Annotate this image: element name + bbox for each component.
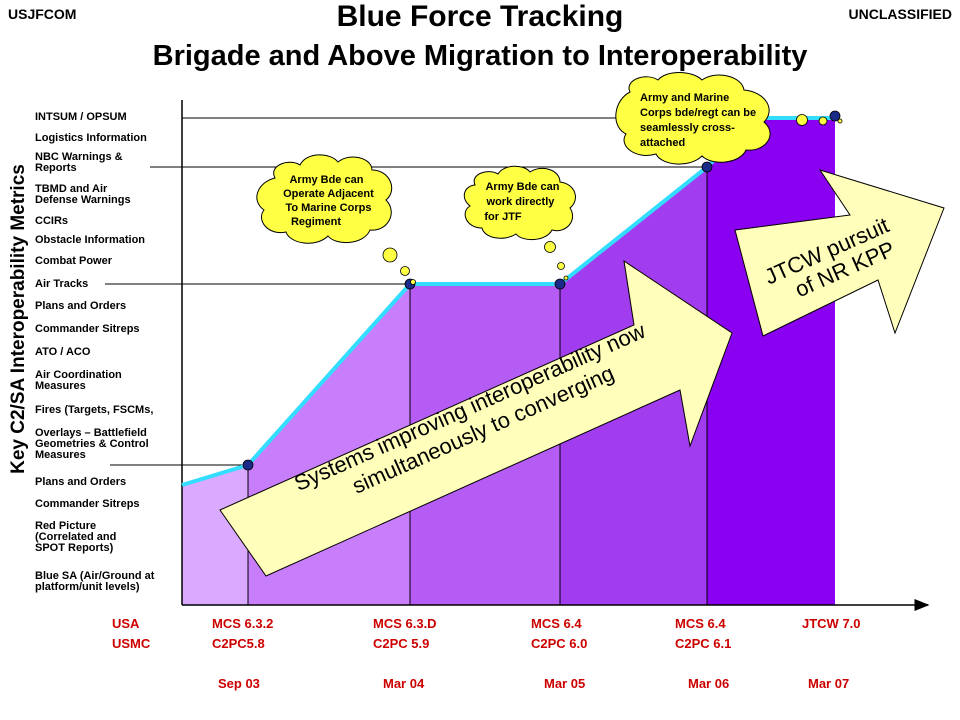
cloud3-line: Corps bde/regt can be [640, 107, 756, 119]
cloud1-line: Regiment [291, 216, 341, 228]
milestone-marker [829, 110, 841, 122]
metric-item: Combat Power [35, 255, 113, 267]
date-label: Mar 04 [383, 676, 425, 691]
cloud3-line: seamlessly cross- [640, 122, 735, 134]
metric-item: Plans and Orders [35, 476, 127, 488]
metric-item: INTSUM / OPSUM [35, 111, 127, 123]
metric-item: Commander Sitreps [35, 498, 140, 510]
cloud1-line: To Marine Corps [285, 202, 371, 214]
metric-item: Blue SA (Air/Ground at platform/unit lev… [35, 570, 155, 593]
system-label: C2PC 5.9 [373, 636, 430, 651]
callout-cloud-adjacent: Army Bde can Operate Adjacent To Marine … [256, 154, 393, 244]
metric-item: NBC Warnings & Reports [35, 151, 123, 174]
metric-item: Commander Sitreps [35, 323, 140, 335]
milestone-marker [554, 278, 566, 290]
system-label: MCS 6.3.2 [212, 616, 274, 631]
date-label: Mar 05 [544, 676, 586, 691]
service-label-usa: USA [112, 616, 140, 631]
date-label: Mar 07 [808, 676, 850, 691]
metric-item: ATO / ACO [35, 346, 91, 358]
svg-text:Army Bde can work direct: Army Bde can work directly for JTF [484, 181, 562, 223]
classification-marking: UNCLASSIFIED [848, 6, 952, 22]
page-title: Blue Force Tracking [336, 0, 624, 33]
svg-text:Army Bde can Operate Adj: Army Bde can Operate Adjacent To Marine … [283, 174, 377, 228]
band-baseline [182, 465, 248, 605]
cloud3-line: attached [640, 137, 685, 149]
band-mar06 [707, 118, 835, 605]
cloud2-line: Army Bde can [485, 181, 559, 193]
metric-item: Obstacle Information [35, 234, 146, 246]
metric-item: CCIRs [35, 215, 69, 227]
callout-cloud-jtf: Army Bde can work directly for JTF [463, 165, 576, 240]
classification-org: USJFCOM [8, 6, 77, 22]
system-label: MCS 6.3.D [373, 616, 437, 631]
metric-item: Air Tracks [35, 278, 89, 290]
metric-item: Red Picture (Correlated and SPOT Reports… [35, 520, 117, 554]
cloud1-line: Army Bde can [289, 174, 363, 186]
metric-item: Air Coordination Measures [35, 369, 122, 392]
cloud3-line: Army and Marine [640, 92, 729, 104]
cloud2-line: for JTF [484, 211, 522, 223]
milestone-marker [701, 161, 713, 173]
metric-item: Overlays – Battlefield Geometries & Cont… [35, 427, 149, 461]
callout-cloud-cross-attached: Army and Marine Corps bde/regt can be se… [615, 72, 771, 165]
system-label: C2PC 6.0 [531, 636, 588, 651]
metric-item: Logistics Information [35, 132, 147, 144]
service-label-usmc: USMC [112, 636, 151, 651]
date-label: Mar 06 [688, 676, 730, 691]
metric-item: TBMD and Air Defense Warnings [35, 183, 131, 206]
jtcw-arrow: JTCW pursuit of NR KPP [734, 169, 945, 337]
system-label: MCS 6.4 [675, 616, 726, 631]
date-label: Sep 03 [218, 676, 260, 691]
milestone-marker [242, 459, 254, 471]
cloud1-line: Operate Adjacent [283, 188, 374, 200]
system-label: C2PC 6.1 [675, 636, 732, 651]
system-label: MCS 6.4 [531, 616, 582, 631]
y-axis-label: Key C2/SA Interoperability Metrics [8, 164, 29, 474]
system-label: JTCW 7.0 [802, 616, 861, 631]
svg-text:Army and Marine Corps bd: Army and Marine Corps bde/regt can be se… [640, 92, 759, 149]
system-label: C2PC5.8 [212, 636, 265, 651]
metric-item: Fires (Targets, FSCMs, [35, 404, 154, 416]
metric-item: Plans and Orders [35, 300, 127, 312]
callout-bubbles [382, 114, 843, 285]
cloud2-line: work directly [486, 196, 556, 208]
page-subtitle: Brigade and Above Migration to Interoper… [152, 40, 808, 72]
